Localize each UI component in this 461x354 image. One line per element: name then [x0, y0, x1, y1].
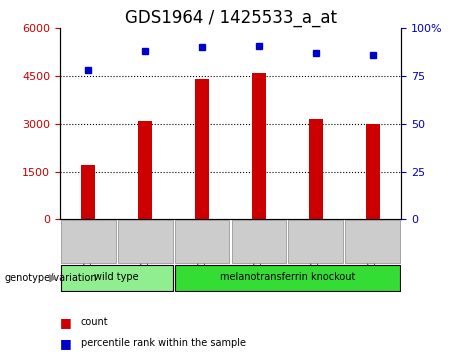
- Title: GDS1964 / 1425533_a_at: GDS1964 / 1425533_a_at: [124, 9, 337, 27]
- Text: ▶: ▶: [49, 273, 58, 283]
- FancyBboxPatch shape: [175, 220, 230, 263]
- Text: count: count: [81, 317, 108, 327]
- FancyBboxPatch shape: [118, 220, 172, 263]
- Bar: [252, 73, 266, 219]
- FancyBboxPatch shape: [289, 220, 343, 263]
- Text: melanotransferrin knockout: melanotransferrin knockout: [220, 272, 355, 282]
- Text: wild type: wild type: [95, 272, 139, 282]
- FancyBboxPatch shape: [345, 220, 400, 263]
- Text: ■: ■: [60, 337, 71, 350]
- Bar: [195, 79, 209, 219]
- Text: ■: ■: [60, 316, 71, 329]
- Bar: [366, 124, 380, 219]
- Text: percentile rank within the sample: percentile rank within the sample: [81, 338, 246, 348]
- FancyBboxPatch shape: [175, 265, 400, 291]
- FancyBboxPatch shape: [61, 220, 116, 263]
- Bar: [138, 121, 152, 219]
- FancyBboxPatch shape: [61, 265, 172, 291]
- Text: genotype/variation: genotype/variation: [5, 273, 97, 283]
- Bar: [81, 165, 95, 219]
- Bar: [309, 119, 323, 219]
- FancyBboxPatch shape: [231, 220, 286, 263]
